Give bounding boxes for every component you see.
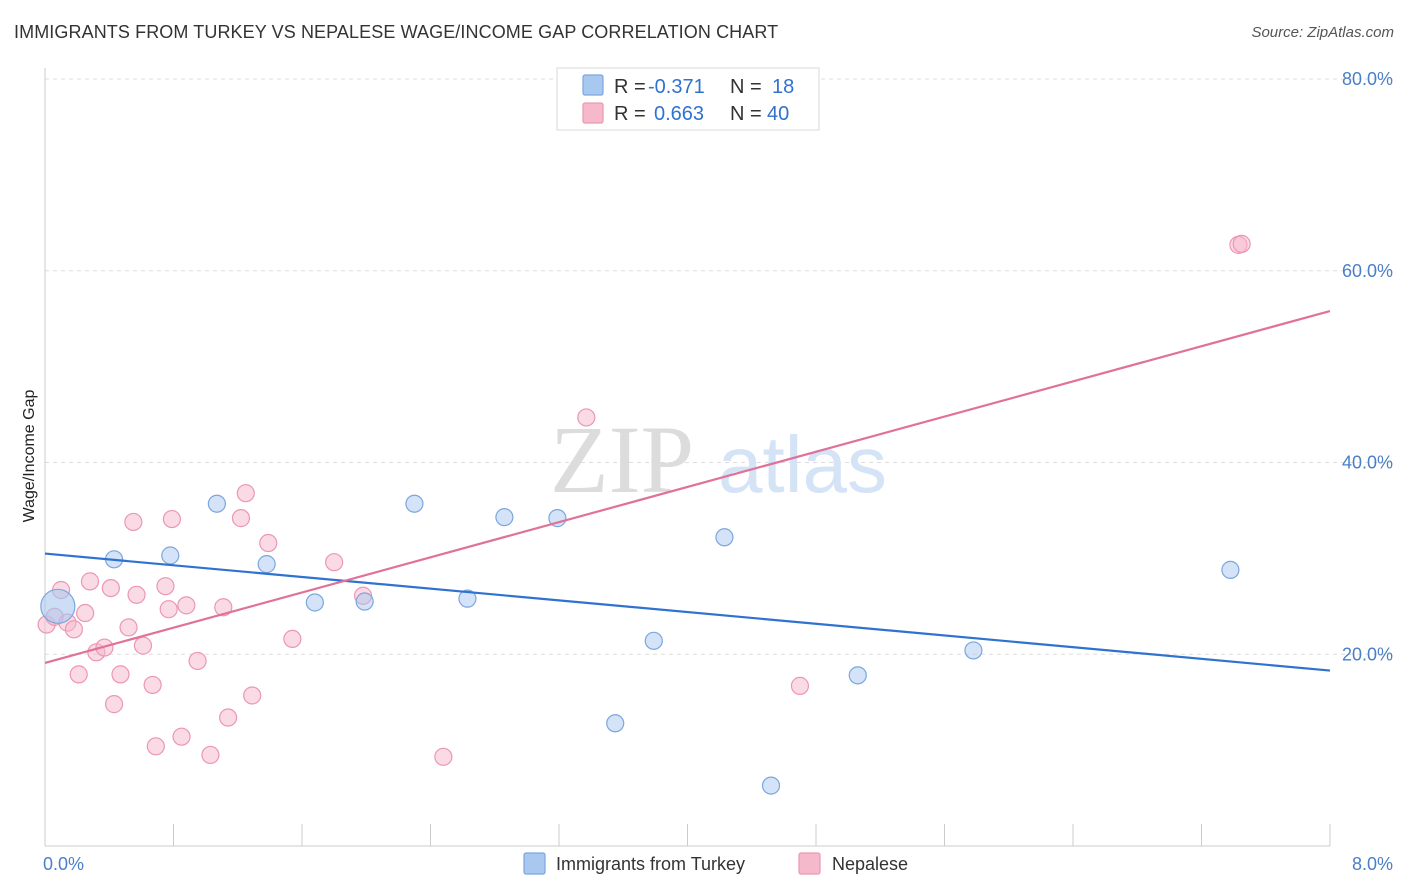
y-tick-labels: 20.0% 40.0% 60.0% 80.0% xyxy=(1342,69,1393,664)
nepalese-point xyxy=(577,408,596,427)
nepalese-point xyxy=(214,598,233,617)
turkey-trend-line xyxy=(44,552,1331,672)
nepalese-point xyxy=(1232,234,1251,254)
gridlines xyxy=(45,78,1392,655)
source-credit: Source: ZipAtlas.com xyxy=(1251,24,1394,41)
nepal-n-value: 40 xyxy=(767,103,789,125)
nepal-series-swatch xyxy=(798,852,821,875)
turkey-point xyxy=(40,588,76,624)
nepalese-point xyxy=(172,727,191,746)
nepal-r-label: R = xyxy=(614,103,646,125)
nepalese-point xyxy=(101,578,120,598)
turkey-r-value: -0.371 xyxy=(648,76,705,98)
turkey-point xyxy=(761,776,781,795)
turkey-r-label: R = xyxy=(614,76,646,98)
nepalese-point xyxy=(104,695,124,714)
watermark-atlas: atlas xyxy=(718,420,887,509)
turkey-point xyxy=(644,631,663,650)
axes xyxy=(44,68,1331,847)
nepalese-point xyxy=(156,577,175,596)
nepalese-trend-line xyxy=(44,309,1331,664)
turkey-point xyxy=(207,494,226,513)
nepalese-point xyxy=(434,747,453,766)
y-tick-label: 60.0% xyxy=(1342,261,1393,281)
turkey-point xyxy=(1221,560,1240,579)
y-axis-label: Wage/Income Gap xyxy=(21,390,38,523)
turkey-n-value: 18 xyxy=(772,76,794,98)
nepalese-point xyxy=(64,620,84,639)
nepalese-point xyxy=(133,636,153,655)
nepalese-point xyxy=(143,675,162,695)
turkey-legend-swatch xyxy=(582,74,604,96)
turkey-point xyxy=(715,528,734,547)
watermark-zip: ZIP xyxy=(550,406,694,513)
y-tick-label: 20.0% xyxy=(1342,644,1393,664)
x-tick-label-max: 8.0% xyxy=(1352,854,1393,874)
nepalese-point xyxy=(259,533,278,553)
nepalese-point xyxy=(236,484,255,503)
nepalese-point xyxy=(201,745,220,765)
nepal-legend-swatch xyxy=(582,102,604,124)
nepalese-point xyxy=(76,603,95,623)
turkey-point xyxy=(964,641,983,660)
x-ticks xyxy=(173,824,1331,846)
nepalese-point xyxy=(790,676,810,695)
turkey-point xyxy=(848,666,867,685)
nepalese-point xyxy=(119,618,138,637)
nepalese-point xyxy=(177,596,196,615)
nepalese-point xyxy=(146,737,165,756)
turkey-point xyxy=(305,593,324,612)
watermark: ZIP atlas xyxy=(550,406,887,513)
turkey-point xyxy=(161,546,180,565)
y-tick-label: 80.0% xyxy=(1342,69,1393,89)
nepal-n-label: N = xyxy=(730,103,762,125)
nepal-series-label: Nepalese xyxy=(832,854,908,874)
turkey-point xyxy=(355,592,374,611)
nepalese-point xyxy=(127,585,146,604)
nepalese-point xyxy=(159,600,178,619)
nepalese-point xyxy=(124,512,143,532)
nepal-r-value: 0.663 xyxy=(654,103,704,125)
turkey-point xyxy=(495,508,514,527)
turkey-points xyxy=(40,494,1240,795)
nepalese-point xyxy=(80,572,100,591)
nepalese-point xyxy=(325,553,344,572)
series-legend: Immigrants from Turkey Nepalese xyxy=(523,852,908,875)
nepalese-point xyxy=(243,686,262,705)
nepalese-point xyxy=(231,509,251,528)
nepalese-point xyxy=(283,629,302,649)
turkey-point xyxy=(458,589,477,608)
nepalese-point xyxy=(219,708,238,727)
turkey-n-label: N = xyxy=(730,76,762,98)
turkey-point xyxy=(606,714,625,733)
turkey-point xyxy=(405,494,424,513)
nepalese-point xyxy=(69,665,88,684)
y-tick-label: 40.0% xyxy=(1342,453,1393,473)
stats-legend: R = -0.371 N = 18 R = 0.663 N = 40 xyxy=(556,67,820,131)
chart-title: IMMIGRANTS FROM TURKEY VS NEPALESE WAGE/… xyxy=(14,22,779,42)
nepalese-point xyxy=(111,665,130,684)
x-tick-label-min: 0.0% xyxy=(43,854,84,874)
nepalese-point xyxy=(162,509,181,529)
turkey-point xyxy=(257,555,276,574)
turkey-series-swatch xyxy=(523,852,546,875)
nepalese-point xyxy=(188,651,207,671)
turkey-series-label: Immigrants from Turkey xyxy=(556,854,745,874)
